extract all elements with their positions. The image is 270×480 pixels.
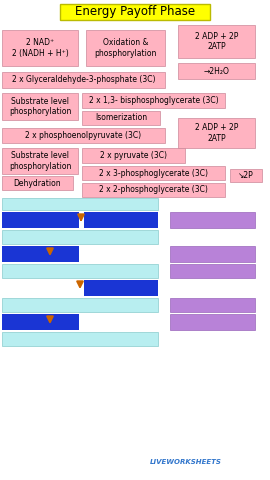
Text: 2 NAD⁺
2 (NADH + H⁺): 2 NAD⁺ 2 (NADH + H⁺): [12, 38, 68, 58]
Bar: [82, 93, 225, 108]
Bar: [2, 198, 158, 210]
Bar: [2, 148, 78, 174]
Bar: [2, 72, 165, 88]
Bar: [170, 298, 255, 312]
Text: 2 x phosphoenolpyruvate (3C): 2 x phosphoenolpyruvate (3C): [25, 131, 141, 140]
Text: Dehydration: Dehydration: [14, 179, 61, 188]
Bar: [84, 212, 158, 228]
Bar: [84, 280, 158, 296]
Text: 2 x 2-phosphoglycerate (3C): 2 x 2-phosphoglycerate (3C): [99, 185, 208, 194]
Bar: [2, 332, 158, 346]
Bar: [230, 169, 262, 182]
Text: Oxidation &
phosphorylation: Oxidation & phosphorylation: [94, 38, 157, 58]
Bar: [170, 314, 255, 330]
Bar: [178, 63, 255, 79]
Bar: [82, 166, 225, 180]
Text: Substrate level
phosphorylation: Substrate level phosphorylation: [9, 97, 71, 116]
Text: Energy Payoff Phase: Energy Payoff Phase: [75, 5, 195, 19]
Text: 2 x 1,3- bisphosphoglycerate (3C): 2 x 1,3- bisphosphoglycerate (3C): [89, 96, 218, 105]
Bar: [2, 298, 158, 312]
Bar: [2, 230, 158, 244]
Bar: [2, 128, 165, 143]
Text: →2H₂O: →2H₂O: [204, 67, 230, 75]
Text: 2 ADP + 2P
2ATP: 2 ADP + 2P 2ATP: [195, 32, 238, 51]
Bar: [2, 30, 78, 66]
Bar: [178, 118, 255, 148]
Bar: [82, 111, 160, 125]
Bar: [82, 148, 185, 163]
Bar: [2, 212, 79, 228]
Text: Substrate level
phosphorylation: Substrate level phosphorylation: [9, 151, 71, 171]
Text: 2 ADP + 2P
2ATP: 2 ADP + 2P 2ATP: [195, 123, 238, 143]
Text: Isomerization: Isomerization: [95, 113, 147, 122]
Text: 2 x 3-phosphoglycerate (3C): 2 x 3-phosphoglycerate (3C): [99, 168, 208, 178]
Text: LIVEWORKSHEETS: LIVEWORKSHEETS: [150, 459, 222, 465]
Text: 2 x pyruvate (3C): 2 x pyruvate (3C): [100, 151, 167, 160]
Bar: [2, 93, 78, 120]
Bar: [2, 314, 79, 330]
Bar: [178, 25, 255, 58]
Bar: [2, 176, 73, 190]
Bar: [170, 264, 255, 278]
Bar: [170, 246, 255, 262]
Bar: [60, 4, 210, 20]
Bar: [82, 183, 225, 197]
Bar: [2, 264, 158, 278]
Bar: [170, 212, 255, 228]
Bar: [86, 30, 165, 66]
Bar: [2, 246, 79, 262]
Text: ↘2P: ↘2P: [238, 171, 254, 180]
Text: 2 x Glyceraldehyde-3-phosphate (3C): 2 x Glyceraldehyde-3-phosphate (3C): [12, 75, 155, 84]
